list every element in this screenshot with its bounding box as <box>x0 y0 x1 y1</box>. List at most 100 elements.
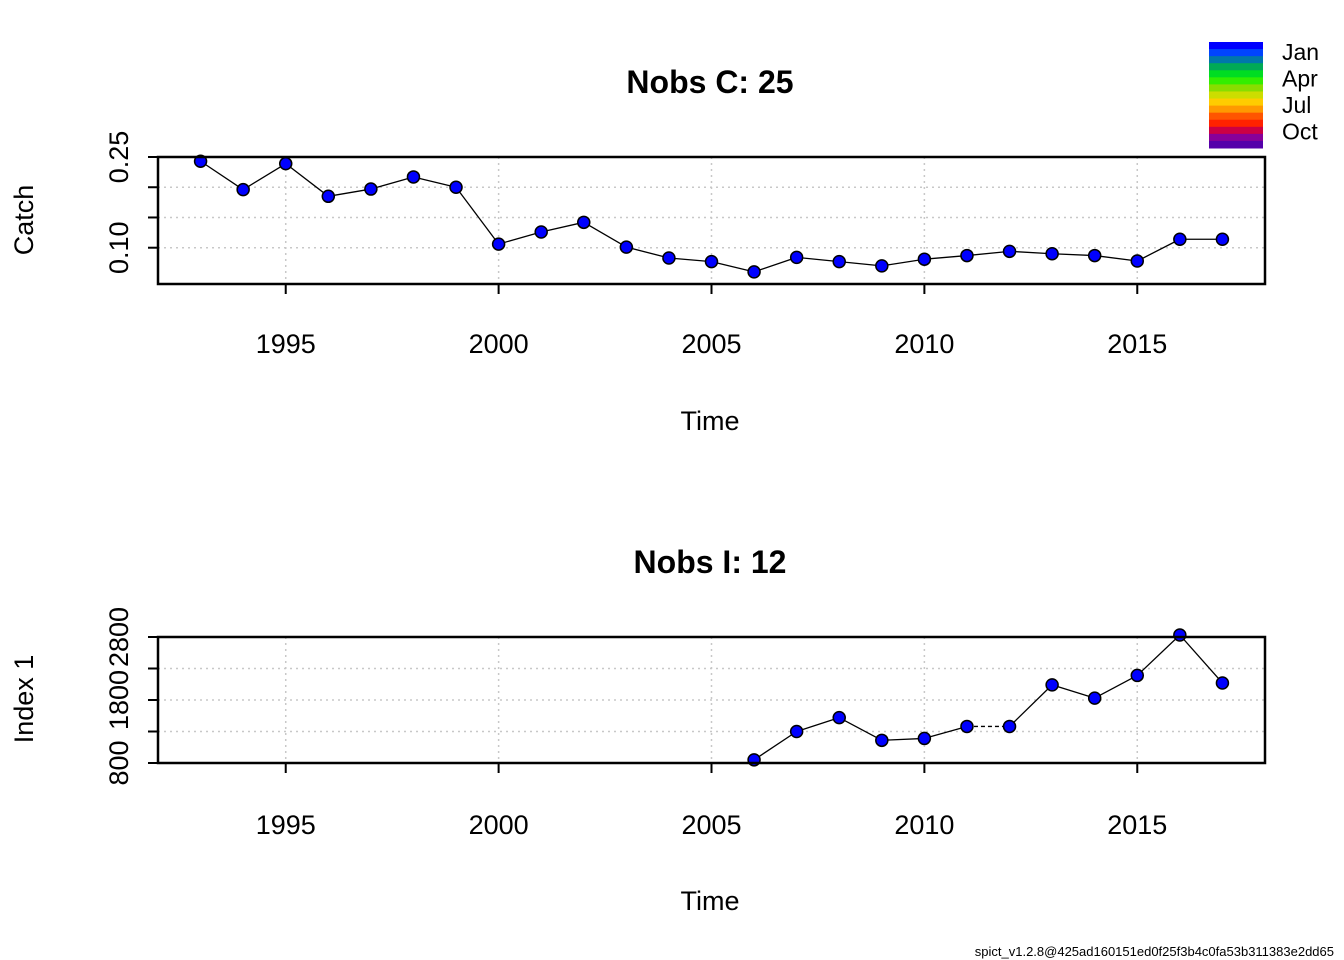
index-series-segment <box>753 730 798 761</box>
index-x-axis: 1995 2000 2005 2010 2015 <box>256 763 1167 840</box>
catch-data-point <box>789 250 804 265</box>
catch-y-tick-label: 0.25 <box>104 131 134 184</box>
index-series-segment <box>1136 634 1181 676</box>
index-grid <box>158 637 1265 763</box>
index-title: Nobs I: 12 <box>634 544 787 580</box>
catch-data-point <box>449 180 463 194</box>
catch-y-label: Catch <box>9 185 39 256</box>
catch-data-point <box>364 182 378 196</box>
index-data-point <box>917 731 932 746</box>
legend-color-swatch <box>1209 42 1263 50</box>
index-series-segment <box>838 717 883 741</box>
catch-series-segment <box>711 260 755 273</box>
catch-data-point <box>619 240 634 254</box>
catch-panel: Nobs C: 25 1995 2000 2005 2010 2015 0.10 0.25… <box>9 64 1267 436</box>
catch-series-segment <box>370 176 414 190</box>
legend-color-swatch <box>1209 70 1263 78</box>
legend-color-swatch <box>1209 77 1263 85</box>
legend-color-swatch <box>1209 56 1263 64</box>
catch-series-segment <box>966 250 1010 257</box>
catch-data-point <box>406 170 421 184</box>
catch-series <box>193 154 1230 279</box>
catch-series-segment <box>796 256 840 263</box>
catch-data-point <box>278 156 293 171</box>
catch-series-segment <box>839 260 882 267</box>
catch-series-segment <box>924 254 968 260</box>
catch-series-segment <box>1136 238 1181 262</box>
index-data-point <box>1087 691 1102 705</box>
catch-x-tick-label: 2000 <box>469 329 529 359</box>
legend-color-swatch <box>1209 133 1263 142</box>
catch-data-point <box>1087 248 1102 263</box>
catch-series-segment <box>626 246 670 259</box>
catch-data-point <box>917 252 932 266</box>
catch-data-point <box>1045 247 1059 261</box>
catch-data-point <box>747 265 761 279</box>
catch-series-segment <box>285 163 329 197</box>
catch-series-segment <box>328 188 371 197</box>
legend-color-swatch <box>1209 112 1263 121</box>
index-x-tick-label: 1995 <box>256 810 316 840</box>
catch-series-segment <box>413 176 457 188</box>
catch-series-segment <box>1052 253 1095 257</box>
catch-y-tick-label: 0.10 <box>104 221 134 274</box>
legend-label: Oct <box>1282 119 1318 145</box>
index-data-point <box>1045 678 1059 692</box>
catch-series-segment <box>242 163 287 191</box>
catch-x-tick-label: 2015 <box>1107 329 1167 359</box>
catch-series-segment <box>200 160 244 191</box>
catch-grid <box>158 157 1265 284</box>
index-data-point <box>960 719 974 734</box>
index-data-point <box>1002 719 1017 734</box>
catch-series-segment <box>1009 250 1053 255</box>
index-data-point <box>875 733 889 748</box>
catch-series-segment <box>455 186 500 245</box>
index-y-tick-label: 800 <box>104 740 134 785</box>
index-series-segment <box>924 725 968 740</box>
catch-data-point <box>1002 244 1017 259</box>
catch-series-segment <box>668 257 712 263</box>
index-x-tick-label: 2015 <box>1107 810 1167 840</box>
index-data-point <box>1173 628 1187 642</box>
catch-data-point <box>704 254 719 269</box>
index-series-segment <box>881 737 925 741</box>
legend-color-swatch <box>1209 63 1263 71</box>
index-series-segment <box>1051 684 1095 699</box>
catch-series-segment <box>498 231 542 245</box>
legend-color-swatch <box>1209 84 1263 92</box>
catch-data-point <box>1173 232 1187 246</box>
legend-color-swatch <box>1209 91 1263 100</box>
legend-label: Jan <box>1282 39 1319 65</box>
legend-label: Jul <box>1282 92 1311 118</box>
catch-data-point <box>1215 232 1230 246</box>
catch-data-point <box>534 225 548 239</box>
legend-color-swatch <box>1209 98 1263 107</box>
index-data-point <box>1130 668 1145 683</box>
legend-color-swatch <box>1209 105 1263 114</box>
index-series-segment <box>1009 684 1053 727</box>
index-series-segment <box>1179 634 1223 684</box>
legend-color-swatch <box>1209 119 1263 128</box>
index-data-point <box>789 724 804 739</box>
legend-label: Apr <box>1282 66 1318 92</box>
catch-series-segment <box>753 256 797 273</box>
catch-data-point <box>960 248 974 263</box>
catch-data-point <box>875 259 889 273</box>
catch-series-segment <box>541 221 584 233</box>
catch-data-point <box>577 215 591 230</box>
index-series-segment <box>796 717 840 733</box>
index-x-tick-label: 2010 <box>894 810 954 840</box>
catch-data-point <box>1130 254 1145 268</box>
index-y-tick-label: 2800 <box>104 607 134 667</box>
index-y-tick-label: 1800 <box>104 670 134 730</box>
index-data-point <box>832 710 846 725</box>
index-data-point <box>1215 676 1230 690</box>
catch-data-point <box>662 251 676 265</box>
catch-x-tick-label: 2005 <box>681 329 741 359</box>
catch-x-tick-label: 2010 <box>894 329 954 359</box>
catch-series-segment <box>881 258 925 267</box>
index-x-label: Time <box>681 886 740 916</box>
